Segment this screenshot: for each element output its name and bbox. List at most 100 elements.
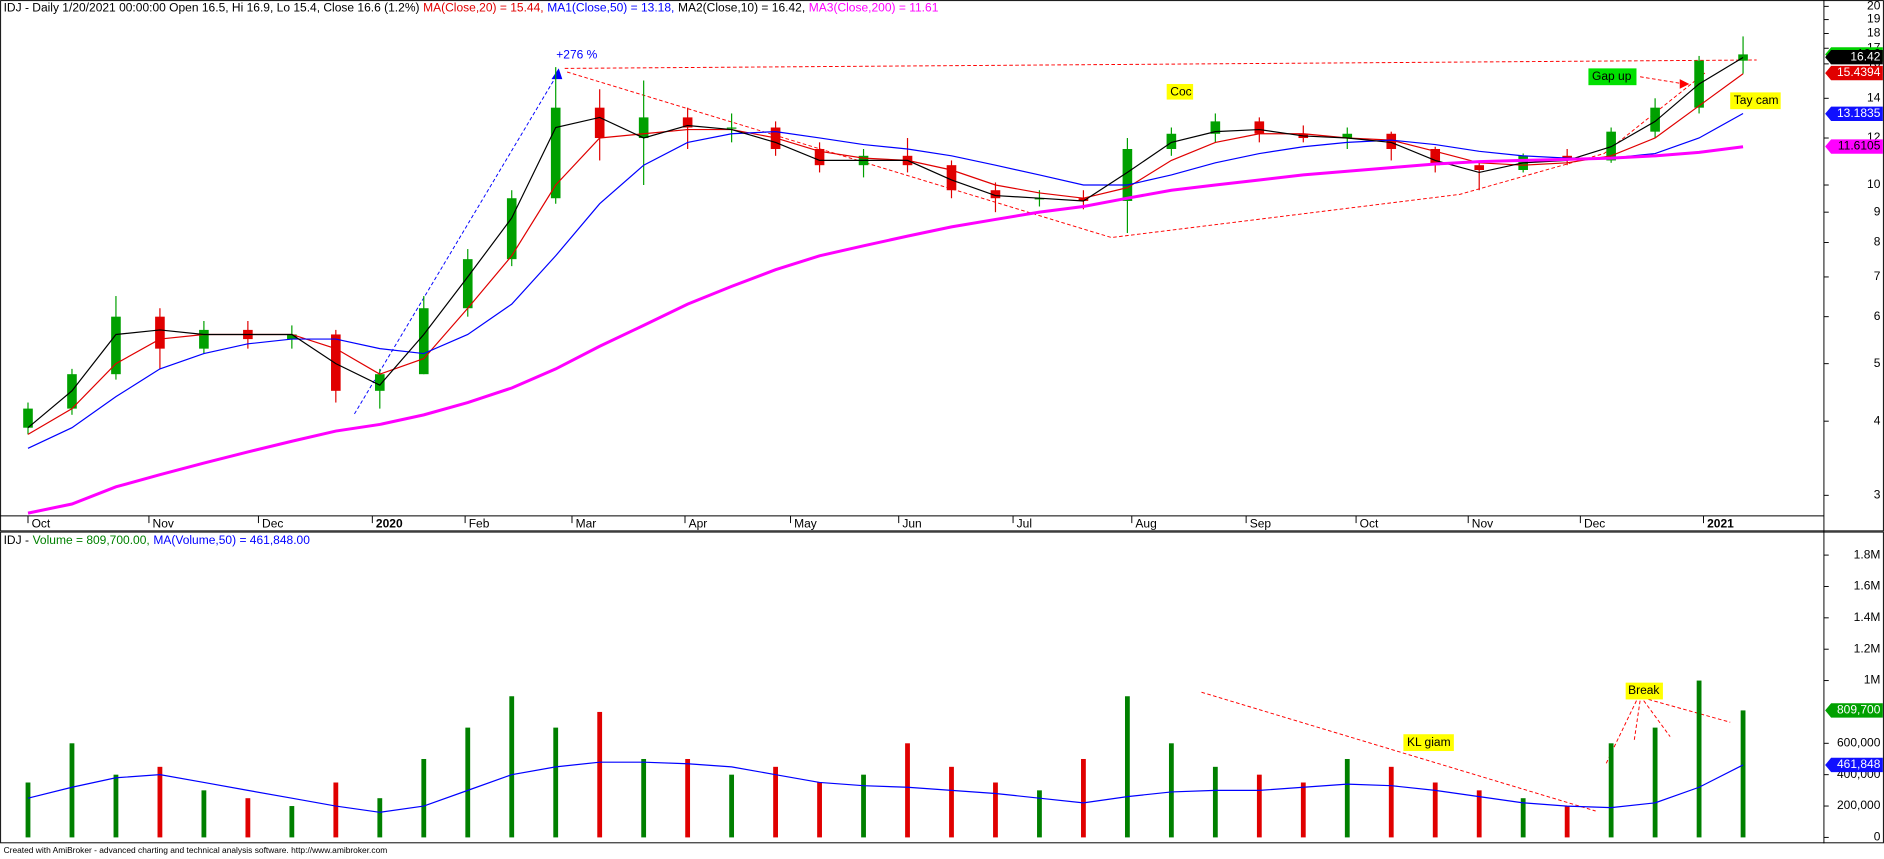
y-tick-label: 6: [1874, 309, 1881, 323]
legend-entry: MA(Volume,50) = 461,848.00: [153, 533, 310, 547]
volume-bar: [1696, 680, 1702, 838]
volume-panel-frame: [0, 531, 1884, 844]
volume-bar: [465, 727, 471, 838]
last-value-label: 11.6105: [1838, 139, 1881, 153]
volume-bar: [553, 727, 559, 838]
ma-line: [27, 73, 1744, 435]
candle-body: [1650, 107, 1660, 132]
volume-bar: [289, 806, 295, 838]
candle-body: [374, 374, 385, 391]
last-value-label: 809,700: [1837, 703, 1881, 717]
x-tick-label: Jul: [1017, 516, 1032, 530]
last-value-box: [1825, 106, 1883, 121]
x-tick-label: Mar: [576, 516, 597, 530]
trend-lines: [354, 59, 1757, 812]
volume-bar: [1608, 743, 1614, 838]
price-header: IDJ - Daily 1/20/2021 00:00:00 Open 16.5…: [4, 1, 939, 15]
volume-bar: [1432, 782, 1438, 838]
last-value-box: [1825, 757, 1883, 773]
x-tick-label: Jun: [902, 516, 921, 530]
y-tick-label: 8: [1874, 235, 1881, 249]
y-tick-label: 1.4M: [1854, 610, 1881, 624]
candle-body: [506, 198, 517, 260]
y-tick-label: 600,000: [1837, 735, 1881, 749]
volume-bar: [993, 782, 998, 838]
candle-body: [594, 107, 605, 139]
annotation-box: [1403, 734, 1454, 752]
candle-body: [1166, 133, 1177, 149]
plot-area: 34567891012141617181920OctNovDec2020FebM…: [23, 0, 1883, 844]
candle-body: [550, 107, 561, 199]
y-tick-label: 20: [1867, 0, 1881, 13]
x-tick-label: Dec: [262, 516, 283, 530]
trend-line: [566, 71, 1707, 239]
volume-bar: [1081, 758, 1086, 838]
y-tick-label: 1M: [1864, 673, 1881, 687]
y-tick-label: 200,000: [1837, 798, 1881, 812]
last-value-box: [1825, 65, 1883, 81]
volume-bar: [333, 782, 339, 838]
candle-body: [199, 329, 209, 349]
annotation-box: [1588, 68, 1637, 86]
volume-bar: [1256, 774, 1262, 838]
trend-line: [1648, 698, 1731, 723]
trend-line: [354, 71, 560, 415]
x-tick-label: Nov: [153, 516, 174, 530]
x-tick-label: Dec: [1584, 516, 1605, 530]
candle-body: [1386, 133, 1397, 149]
volume-bar: [905, 743, 910, 838]
volume-bar: [1652, 727, 1658, 838]
volume-bar: [1212, 766, 1218, 838]
candle-body: [1342, 133, 1353, 139]
annotation-box: [1625, 682, 1663, 700]
annotation-box: [1730, 92, 1781, 110]
x-tick-label: Aug: [1135, 516, 1156, 530]
last-value-box: [1825, 49, 1883, 65]
legend-entry: MA(Close,20) = 15.44,: [423, 1, 543, 15]
y-tick-label: 3: [1874, 487, 1881, 501]
y-tick-label: 19: [1867, 12, 1881, 26]
footer: Created with AmiBroker - advanced charti…: [4, 845, 388, 855]
y-tick-label: 1.6M: [1854, 579, 1881, 593]
volume-bar: [1388, 766, 1394, 838]
last-value-label: 15.4394: [1837, 65, 1881, 79]
volume-bar: [685, 758, 691, 838]
header-title: IDJ -: [4, 533, 29, 547]
annotation: Break: [1628, 683, 1660, 697]
x-tick-label: May: [794, 516, 817, 530]
volume-header: IDJ - Volume = 809,700.00, MA(Volume,50) =…: [4, 533, 311, 547]
candle-body: [1034, 198, 1045, 200]
legend-entry: MA3(Close,200) = 11.61: [809, 1, 939, 15]
annotation: +276 %: [556, 47, 597, 61]
last-value-box: [1825, 139, 1883, 154]
candle-body: [1474, 165, 1485, 170]
legend-entry: MA1(Close,50) = 13.18,: [547, 1, 674, 15]
y-tick-label: 10: [1867, 177, 1881, 191]
x-tick-label: 2021: [1707, 516, 1734, 530]
candle-body: [1430, 148, 1441, 166]
volume-bar: [641, 758, 647, 838]
header-title: IDJ - Daily 1/20/2021 00:00:00 Open 16.5…: [4, 1, 420, 15]
annotation: Coc: [1170, 85, 1191, 99]
volume-bar: [729, 774, 735, 838]
annotations: +276 % Coc Gap up Tay cam KL giam Break: [556, 47, 1781, 752]
last-value-label: 16.42: [1850, 49, 1880, 63]
volume-bar: [1476, 790, 1482, 838]
annotation-box: [1166, 83, 1194, 100]
candle-body: [155, 316, 165, 349]
candle-body: [418, 308, 429, 375]
volume-bar: [201, 790, 207, 838]
trend-line: [1633, 700, 1641, 742]
trend-line: [1643, 700, 1671, 737]
candle-body: [23, 408, 33, 428]
candle-body: [1078, 198, 1089, 201]
x-tick-label: Oct: [1360, 516, 1379, 530]
volume-bar: [1564, 806, 1570, 838]
y-tick-label: 18: [1867, 26, 1881, 40]
candle-body: [1210, 121, 1221, 134]
trend-line: [564, 59, 1757, 69]
ma-line: [27, 145, 1744, 515]
x-tick-label: Apr: [689, 516, 708, 530]
y-tick-label: 7: [1874, 269, 1881, 283]
